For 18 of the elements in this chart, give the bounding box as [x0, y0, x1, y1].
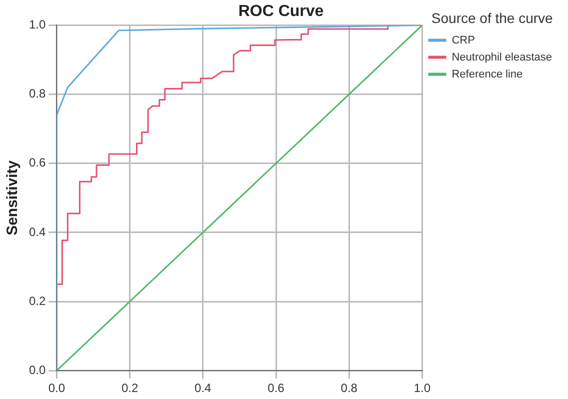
y-tick-label: 1.0	[28, 18, 46, 32]
x-tick-label: 0.6	[268, 381, 285, 396]
legend-title: Source of the curve	[431, 10, 554, 26]
y-tick-label: 0.2	[28, 294, 46, 308]
y-tick-label: 0.6	[28, 156, 46, 170]
x-tick-label: 1.0	[414, 381, 431, 396]
x-tick-label: 0.0	[48, 381, 66, 396]
x-tick-label: 0.2	[121, 381, 138, 396]
legend-label: Neutrophil eleastase	[452, 51, 552, 64]
chart-title: ROC Curve	[238, 3, 324, 20]
y-axis-title: Sensitivity	[4, 160, 22, 236]
legend-label: Reference line	[452, 68, 523, 80]
x-tick-label: 0.4	[194, 381, 212, 396]
y-tick-label: 0.4	[28, 224, 46, 239]
legend-label: CRP	[452, 34, 475, 46]
y-tick-label: 0.0	[28, 362, 46, 377]
y-tick-label: 0.8	[28, 86, 46, 101]
x-tick-label: 0.8	[340, 381, 358, 396]
